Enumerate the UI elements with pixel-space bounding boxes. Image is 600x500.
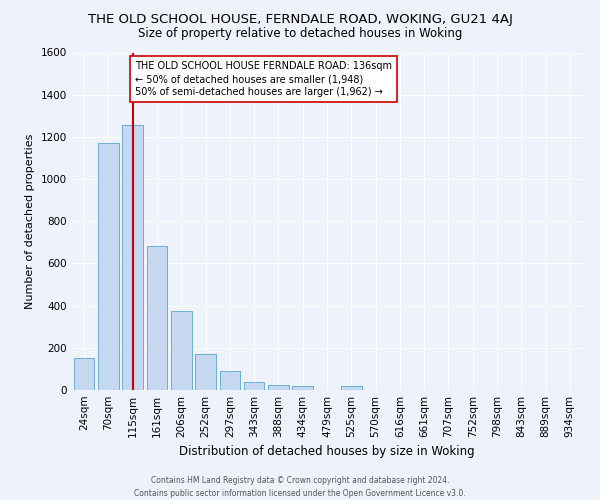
Bar (244, 382, 265, 390)
Bar (171, 311, 191, 390)
Text: Contains HM Land Registry data © Crown copyright and database right 2024.
Contai: Contains HM Land Registry data © Crown c… (134, 476, 466, 498)
X-axis label: Distribution of detached houses by size in Woking: Distribution of detached houses by size … (179, 446, 475, 458)
Bar (122, 126, 143, 390)
Bar (220, 371, 240, 390)
Bar (98, 143, 119, 390)
Text: THE OLD SCHOOL HOUSE FERNDALE ROAD: 136sqm
← 50% of detached houses are smaller : THE OLD SCHOOL HOUSE FERNDALE ROAD: 136s… (135, 61, 392, 98)
Text: THE OLD SCHOOL HOUSE, FERNDALE ROAD, WOKING, GU21 4AJ: THE OLD SCHOOL HOUSE, FERNDALE ROAD, WOK… (88, 12, 512, 26)
Bar (195, 354, 216, 390)
Bar (292, 386, 313, 390)
Bar (268, 386, 289, 390)
Text: Size of property relative to detached houses in Woking: Size of property relative to detached ho… (138, 28, 462, 40)
Bar (74, 358, 94, 390)
Bar (341, 386, 362, 390)
Bar (146, 246, 167, 390)
Y-axis label: Number of detached properties: Number of detached properties (25, 134, 35, 309)
